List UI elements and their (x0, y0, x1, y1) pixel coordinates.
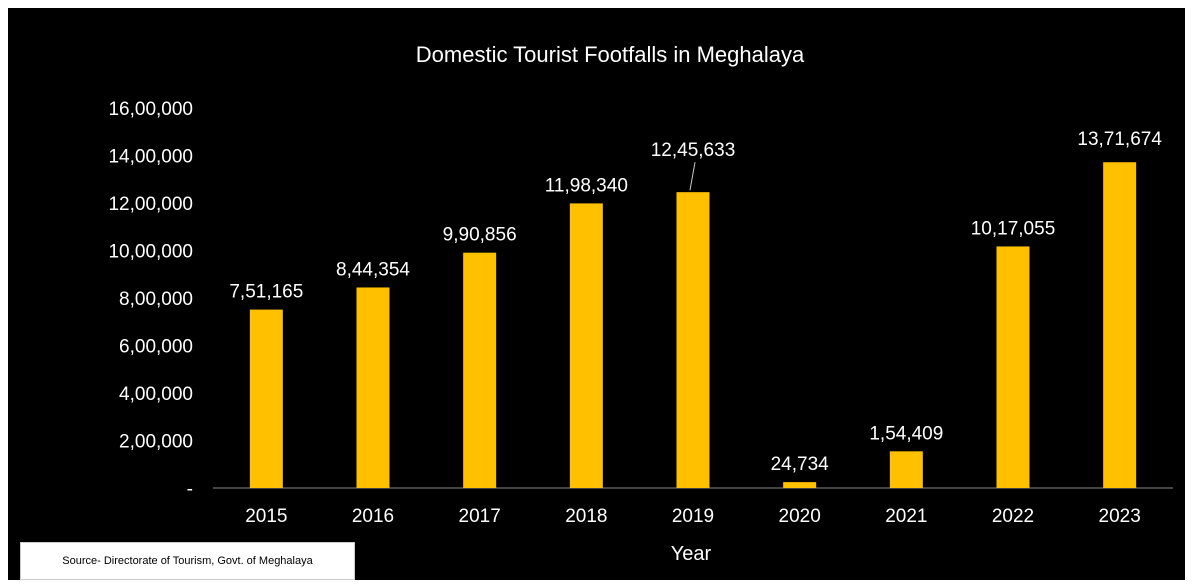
x-tick-label: 2020 (779, 506, 821, 527)
y-tick-label: 16,00,000 (108, 99, 193, 120)
y-axis-ticks: - 2,00,000 4,00,000 6,00,000 8,00,000 10,00,0… (108, 99, 193, 500)
x-tick-label: 2016 (352, 506, 394, 527)
bar-chart: Domestic Tourist Footfalls in Meghalaya … (108, 42, 1173, 565)
x-tick-label: 2019 (672, 506, 714, 527)
y-tick-label: 14,00,000 (108, 147, 193, 168)
y-tick-label: 12,00,000 (108, 194, 193, 215)
data-label: 12,45,633 (651, 140, 736, 161)
data-label: 8,44,354 (336, 259, 410, 280)
x-tick-label: 2022 (992, 506, 1034, 527)
chart-title: Domestic Tourist Footfalls in Meghalaya (416, 42, 805, 67)
bar-2022 (996, 246, 1030, 488)
data-labels: 7,51,165 8,44,354 9,90,856 11,98,340 12,45,6… (229, 129, 1162, 475)
x-tick-label: 2021 (885, 506, 927, 527)
bar-2023 (1103, 162, 1137, 489)
bar-2020 (783, 482, 817, 488)
data-label: 13,71,674 (1077, 129, 1162, 150)
data-label: 11,98,340 (545, 175, 628, 196)
data-label-leader-line (689, 162, 696, 191)
data-label: 24,734 (771, 454, 830, 475)
x-axis-title: Year (671, 543, 712, 565)
y-tick-label: 4,00,000 (119, 384, 193, 405)
bar-2019 (676, 192, 710, 488)
data-label: 9,90,856 (443, 225, 517, 246)
x-tick-label: 2017 (459, 506, 501, 527)
y-tick-label: 2,00,000 (119, 432, 193, 453)
source-note-box: Source- Directorate of Tourism, Govt. of… (20, 542, 355, 580)
data-label: 10,17,055 (971, 218, 1056, 239)
data-label: 7,51,165 (229, 282, 303, 303)
y-tick-label: 8,00,000 (119, 289, 193, 310)
x-tick-label: 2018 (565, 506, 607, 527)
bar-2021 (889, 451, 923, 488)
x-axis-ticks: 2015 2016 2017 2018 2019 2020 2021 2022 2023 (245, 506, 1141, 527)
x-tick-label: 2023 (1099, 506, 1141, 527)
data-label: 1,54,409 (869, 423, 943, 444)
x-tick-label: 2015 (245, 506, 287, 527)
y-tick-label: 10,00,000 (108, 242, 193, 263)
y-tick-label: 6,00,000 (119, 337, 193, 358)
y-tick-label: - (187, 479, 193, 500)
bars (249, 162, 1137, 489)
source-note: Source- Directorate of Tourism, Govt. of… (62, 555, 313, 567)
chart-frame: Domestic Tourist Footfalls in Meghalaya … (8, 8, 1185, 580)
bar-2017 (463, 252, 497, 488)
bar-2015 (249, 309, 283, 488)
bar-2018 (569, 203, 603, 488)
bar-2016 (356, 287, 390, 488)
